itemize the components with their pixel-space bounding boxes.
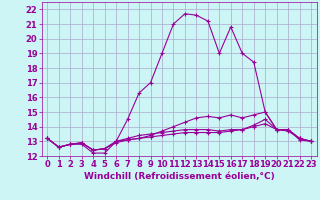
- X-axis label: Windchill (Refroidissement éolien,°C): Windchill (Refroidissement éolien,°C): [84, 172, 275, 181]
